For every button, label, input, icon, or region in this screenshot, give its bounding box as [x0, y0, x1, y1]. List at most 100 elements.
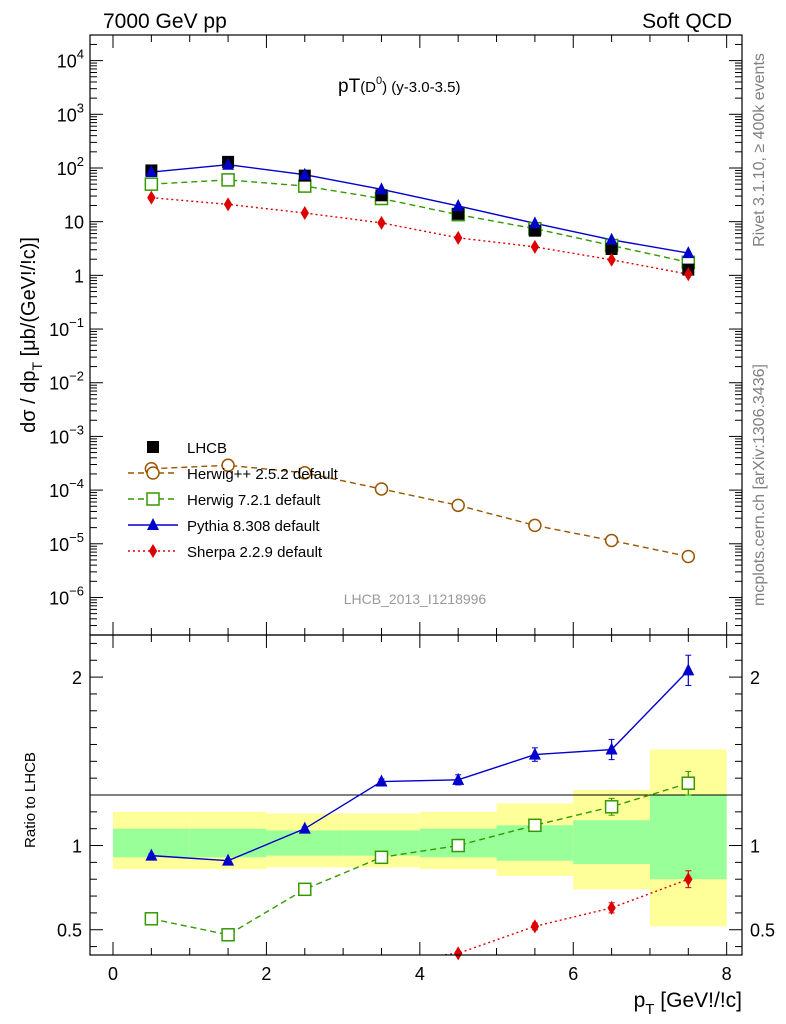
energy-label: 7000 GeV pp — [103, 10, 227, 33]
ratio-point — [452, 772, 465, 785]
main-y-tick-label: 10−5 — [49, 530, 84, 555]
ratio-axis-ticks: 0.5 0.5 1 1 2 2 — [57, 642, 775, 948]
data-point — [223, 197, 233, 212]
ratio-y-tick-label-right: 2 — [750, 668, 760, 688]
main-y-axis-label: dσ / dpT [μb/(GeV!/!c)] — [18, 237, 45, 433]
ratio-point — [681, 776, 696, 790]
ratio-point — [530, 919, 540, 934]
legend-label: Pythia 8.308 default — [187, 518, 320, 535]
plot-title: pT(D0) (y-3.0-3.5) — [338, 75, 461, 97]
legend-marker — [146, 466, 160, 480]
ratio-point — [528, 818, 542, 833]
ratio-point — [604, 800, 619, 814]
data-point — [145, 165, 158, 178]
main-series-markers — [144, 155, 696, 564]
x-tick-label: 6 — [568, 964, 578, 984]
category-label: Soft QCD — [642, 10, 732, 33]
ratio-panel-frame — [89, 634, 743, 956]
ratio-point — [684, 872, 693, 887]
data-point — [221, 458, 235, 473]
ratio-point — [453, 946, 463, 961]
ratio-point — [375, 774, 388, 787]
data-point — [528, 216, 541, 229]
ratio-point — [528, 747, 541, 760]
series-line — [151, 196, 689, 275]
ratio-point — [451, 838, 465, 853]
data-point — [222, 157, 235, 170]
stat-uncertainty-band — [573, 820, 650, 865]
data-point — [607, 252, 616, 267]
legend-label: Herwig 7.2.1 default — [187, 492, 321, 509]
stat-uncertainty-band — [189, 828, 267, 858]
main-y-tick-label: 104 — [57, 47, 84, 72]
data-point — [681, 549, 696, 564]
data-point — [375, 182, 388, 195]
data-point — [298, 167, 311, 180]
ratio-point — [221, 928, 235, 942]
data-point — [604, 533, 619, 548]
legend-marker — [147, 518, 159, 530]
main-axis-ticks: 10−6 10−5 10−4 10−3 10−2 10−1 1 10 102 103 104 0 2 4 6… — [49, 35, 742, 984]
data-point — [605, 242, 618, 255]
ratio-y-tick-label-right: 0.5 — [750, 921, 775, 941]
data-point — [298, 466, 312, 480]
ratio-y-tick-label: 2 — [72, 668, 82, 688]
legend-marker — [148, 544, 158, 558]
legend-marker — [146, 492, 160, 506]
ratio-point — [298, 882, 312, 897]
main-y-tick-label: 10−2 — [49, 369, 84, 394]
main-y-tick-label: 103 — [57, 100, 84, 125]
ratio-point — [374, 850, 389, 865]
x-tick-label: 2 — [261, 964, 271, 984]
ratio-point — [605, 742, 618, 755]
data-point — [682, 246, 695, 259]
x-tick-label: 4 — [415, 964, 425, 984]
legend-marker — [147, 441, 159, 453]
data-point — [528, 518, 542, 533]
main-y-tick-label: 102 — [57, 154, 84, 179]
data-point — [144, 177, 159, 191]
ratio-series-lines — [151, 669, 689, 955]
ratio-series-line — [151, 669, 689, 862]
ratio-point — [222, 853, 235, 866]
ratio-point — [682, 663, 695, 676]
data-point — [377, 215, 386, 230]
main-y-tick-label: 10−4 — [49, 476, 84, 501]
rivet-label: Rivet 3.1.10, ≥ 400k events — [751, 53, 768, 247]
main-y-tick-label: 10 — [64, 213, 84, 233]
analysis-id: LHCB_2013_I1218996 — [344, 591, 487, 607]
mcplots-label: mcplots.cern.ch [arXiv:1306.3436] — [751, 364, 768, 606]
data-point — [374, 482, 389, 496]
main-y-tick-label: 1 — [74, 266, 84, 286]
legend-label: Herwig++ 2.5.2 default — [187, 466, 339, 483]
data-point — [221, 173, 235, 187]
main-y-tick-label: 10−1 — [49, 315, 84, 340]
data-point — [684, 267, 693, 282]
ratio-point — [145, 848, 158, 861]
data-point — [451, 498, 465, 513]
ratio-series-line — [151, 782, 689, 936]
ratio-series-markers — [144, 654, 696, 961]
x-tick-label: 0 — [108, 964, 118, 984]
ratio-y-tick-label: 1 — [72, 837, 82, 857]
ratio-uncertainty-bands — [113, 749, 727, 927]
x-tick-label: 8 — [722, 964, 732, 984]
ratio-y-tick-label: 0.5 — [57, 921, 82, 941]
data-point — [605, 232, 618, 245]
ratio-y-tick-label-right: 1 — [750, 837, 760, 857]
series-line — [151, 464, 689, 558]
legend: LHCB Herwig++ 2.5.2 default Herwig 7.2.1 d… — [128, 440, 339, 561]
data-point — [530, 239, 540, 254]
stat-uncertainty-band — [266, 830, 344, 856]
ratio-point — [144, 912, 159, 926]
data-point — [453, 230, 463, 245]
series-line — [151, 179, 689, 263]
legend-label: LHCB — [187, 440, 227, 457]
data-point — [300, 206, 309, 221]
ratio-point — [607, 900, 616, 915]
data-point — [298, 179, 312, 193]
main-series-lines — [151, 164, 689, 558]
series-line — [151, 164, 689, 254]
data-point — [452, 198, 465, 211]
